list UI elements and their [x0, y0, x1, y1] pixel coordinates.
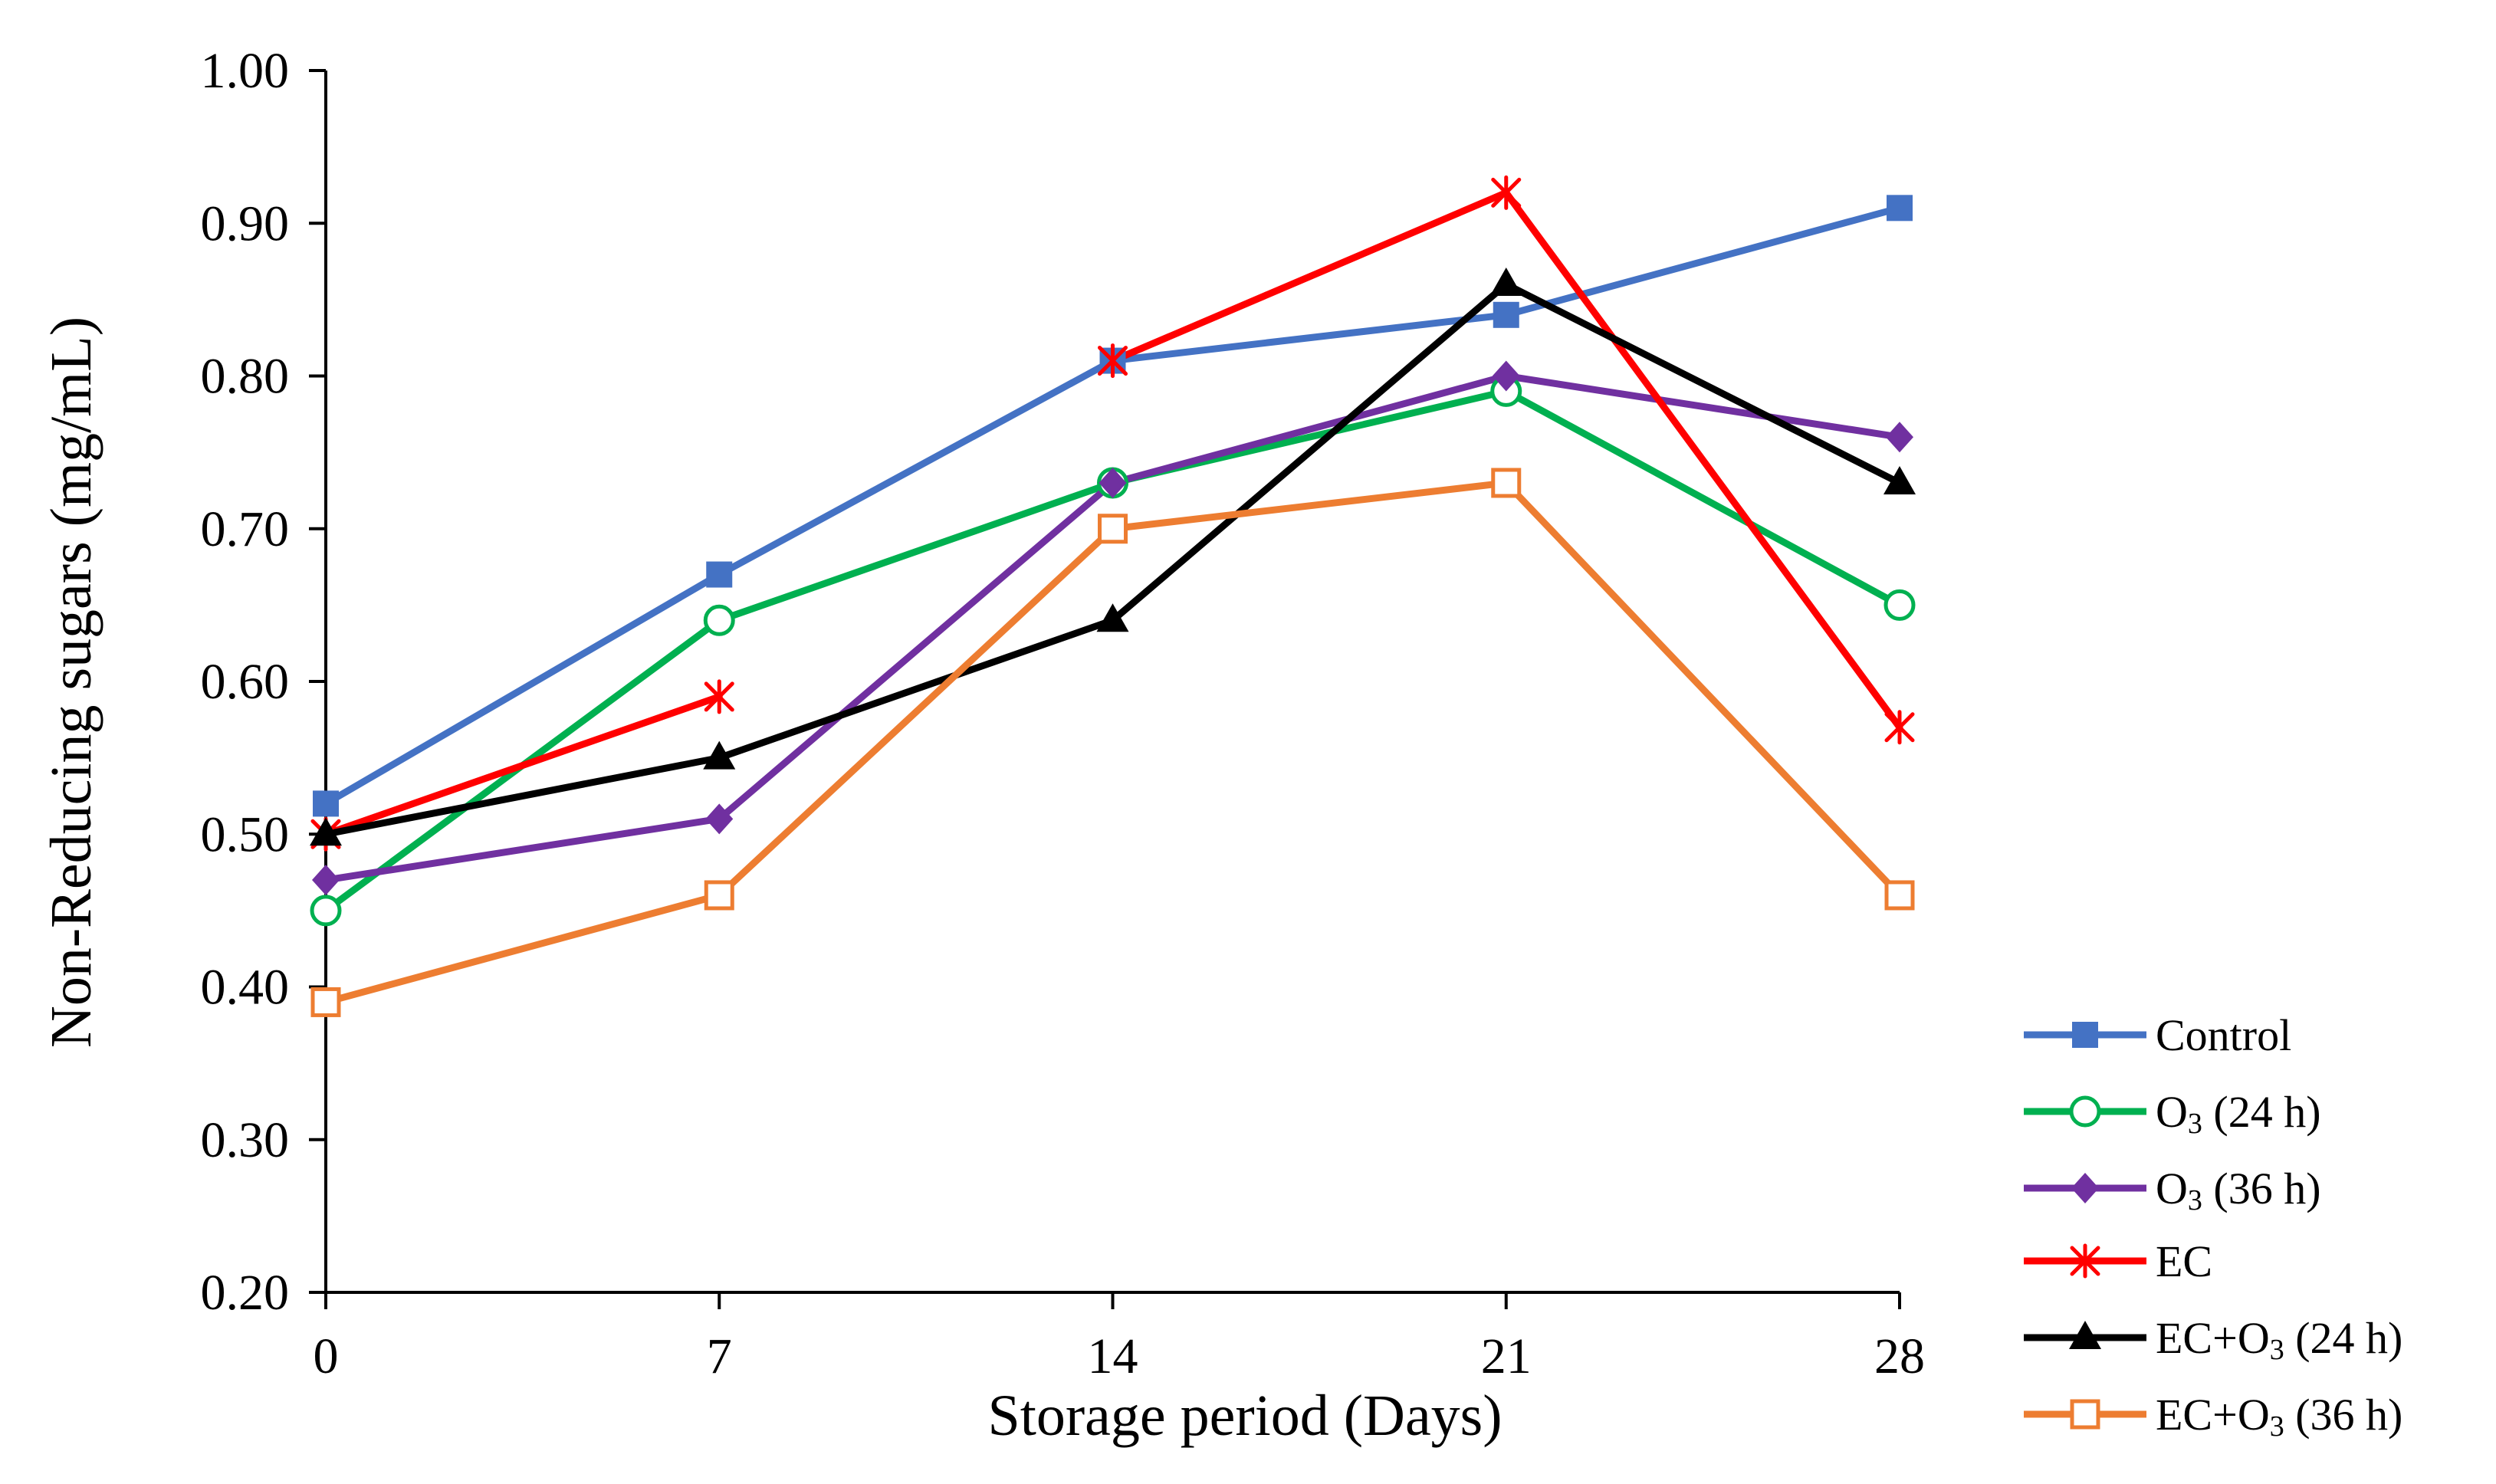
data-point-o3-36-h — [1099, 467, 1127, 498]
data-point-o3-36-h — [705, 803, 734, 835]
series-line-o3-24-h — [1503, 387, 1903, 609]
series-line-o3-36-h — [322, 815, 723, 884]
series-line-ec-o3-24-h — [1503, 281, 1903, 487]
data-point-ec-o3-36-h — [1884, 880, 1915, 911]
legend-item-o3-24-h: O3 (24 h) — [2024, 1087, 2321, 1140]
y-tick-label: 0.60 — [201, 654, 290, 710]
series-line-control — [322, 571, 723, 807]
series-line-ec-o3-24-h — [322, 754, 723, 838]
legend-marker — [2071, 1173, 2099, 1203]
legend-marker — [2072, 1022, 2098, 1048]
y-tick-label: 0.50 — [201, 806, 290, 862]
data-point-ec-o3-36-h — [1491, 468, 1522, 498]
legend-label: O3 (24 h) — [2156, 1087, 2321, 1140]
data-point-o3-36-h — [1492, 360, 1520, 392]
x-ticks: 0 7 14 21 28 — [314, 1292, 1925, 1384]
y-tick-label: 1.00 — [201, 43, 290, 99]
data-point-o3-24-h — [703, 604, 735, 636]
y-axis-title: Non-Reducing sugars (mg/mL) — [39, 317, 103, 1048]
series-line-ec-o3-36-h — [1503, 479, 1903, 899]
legend-item-o3-36-h: O3 (36 h) — [2024, 1164, 2321, 1216]
series-line-ec-o3-24-h — [1109, 281, 1510, 624]
data-point-ec-o3-24-h — [1883, 465, 1916, 494]
data-point-control — [1887, 195, 1913, 222]
data-point-o3-36-h — [1886, 422, 1913, 453]
series-line-o3-36-h — [1109, 373, 1510, 487]
data-point-ec — [1884, 710, 1915, 745]
legend-marker — [2070, 1399, 2100, 1430]
legend-label: O3 (36 h) — [2156, 1164, 2321, 1216]
y-tick-label: 0.30 — [201, 1112, 290, 1168]
series-line-ec-o3-24-h — [715, 616, 1116, 762]
asterisk-stroke — [1884, 712, 1915, 743]
data-point-ec-o3-24-h — [1489, 267, 1522, 296]
legend-item-control: Control — [2024, 1010, 2291, 1060]
data-point-o3-24-h — [1883, 589, 1916, 621]
legend-item-ec-o3-36-h: EC+O3 (36 h) — [2024, 1390, 2402, 1443]
data-point-control — [1493, 301, 1519, 328]
legend-label: EC — [2156, 1236, 2212, 1286]
data-point-ec-o3-36-h — [704, 880, 734, 911]
series-line-control — [715, 357, 1116, 579]
series-markers — [310, 175, 1916, 1017]
plot-area: 0.20 0.30 0.40 0.50 0.60 0.70 0.80 0.90 1.00 0 7 1… — [201, 43, 1926, 1384]
series-lines — [322, 189, 1903, 1006]
y-tick-label: 0.40 — [201, 960, 290, 1016]
y-tick-label: 0.90 — [201, 195, 290, 251]
legend-label: EC+O3 (36 h) — [2156, 1390, 2402, 1443]
series-line-control — [1109, 311, 1510, 365]
data-point-o3-24-h — [310, 895, 342, 927]
series-line-ec — [1109, 189, 1510, 365]
series-line-ec-o3-36-h — [322, 891, 723, 1006]
asterisk-stroke — [2070, 1246, 2100, 1276]
data-point-control — [313, 790, 339, 817]
legend-item-ec: EC — [2024, 1236, 2212, 1286]
data-point-ec-o3-24-h — [1096, 603, 1129, 632]
series-line-ec — [1503, 189, 1903, 731]
series-line-control — [1503, 204, 1903, 319]
data-point-ec — [704, 679, 734, 714]
legend: Control O3 (24 h) O3 (36 h) EC EC+O3 (24 h) E… — [2024, 1010, 2402, 1443]
data-point-ec — [1491, 175, 1522, 210]
x-tick-label: 28 — [1874, 1328, 1925, 1384]
x-tick-label: 14 — [1088, 1328, 1138, 1384]
legend-label: EC+O3 (24 h) — [2156, 1313, 2402, 1366]
legend-marker — [2069, 1321, 2101, 1349]
data-point-ec-o3-36-h — [1098, 514, 1128, 544]
legend-item-ec-o3-24-h: EC+O3 (24 h) — [2024, 1313, 2402, 1366]
series-line-o3-36-h — [1503, 373, 1903, 441]
x-tick-label: 7 — [707, 1328, 732, 1384]
data-point-ec — [1098, 343, 1128, 379]
series-line-ec — [322, 693, 723, 838]
series-line-o3-36-h — [715, 479, 1116, 822]
x-tick-label: 0 — [314, 1328, 339, 1384]
data-point-ec-o3-24-h — [310, 817, 342, 846]
data-point-ec-o3-24-h — [703, 740, 736, 770]
x-axis-title: Storage period (Days) — [987, 1384, 1502, 1448]
data-point-o3-36-h — [312, 865, 340, 896]
y-tick-label: 0.70 — [201, 501, 290, 557]
asterisk-stroke — [704, 681, 734, 712]
series-line-o3-24-h — [715, 479, 1116, 624]
y-tick-label: 0.80 — [201, 349, 290, 405]
x-tick-label: 21 — [1481, 1328, 1532, 1384]
data-point-ec-o3-36-h — [310, 987, 341, 1017]
legend-label: Control — [2156, 1010, 2291, 1060]
series-line-ec-o3-36-h — [715, 525, 1116, 899]
y-ticks: 0.20 0.30 0.40 0.50 0.60 0.70 0.80 0.90 1.00 — [201, 43, 326, 1321]
y-tick-label: 0.20 — [201, 1265, 290, 1321]
legend-marker — [2069, 1095, 2101, 1128]
legend-marker — [2070, 1243, 2100, 1279]
asterisk-stroke — [1491, 177, 1522, 208]
series-line-ec-o3-36-h — [1109, 479, 1510, 533]
asterisk-stroke — [1098, 346, 1128, 376]
data-point-control — [706, 561, 733, 588]
